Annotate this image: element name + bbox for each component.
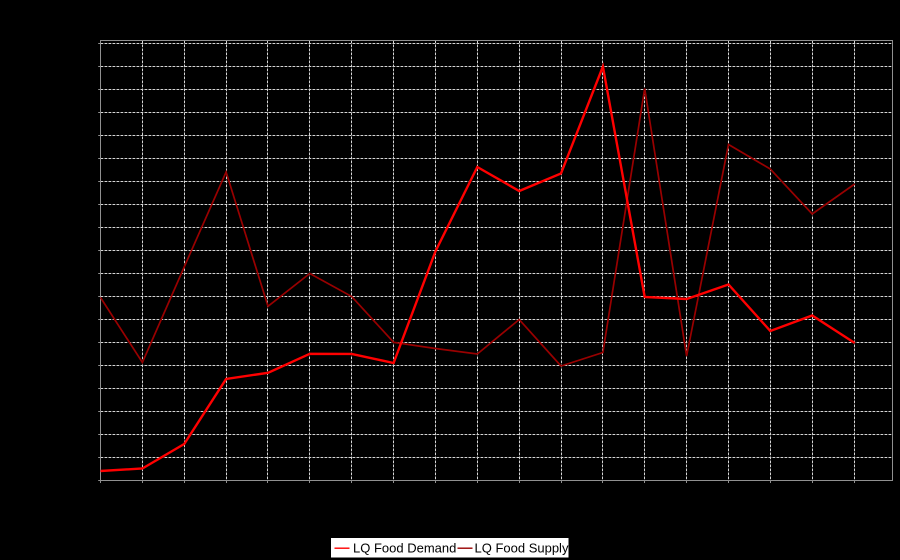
svg-text:LQ Food Supply: LQ Food Supply: [475, 541, 569, 556]
svg-text:LQ Food Demand: LQ Food Demand: [353, 541, 456, 556]
